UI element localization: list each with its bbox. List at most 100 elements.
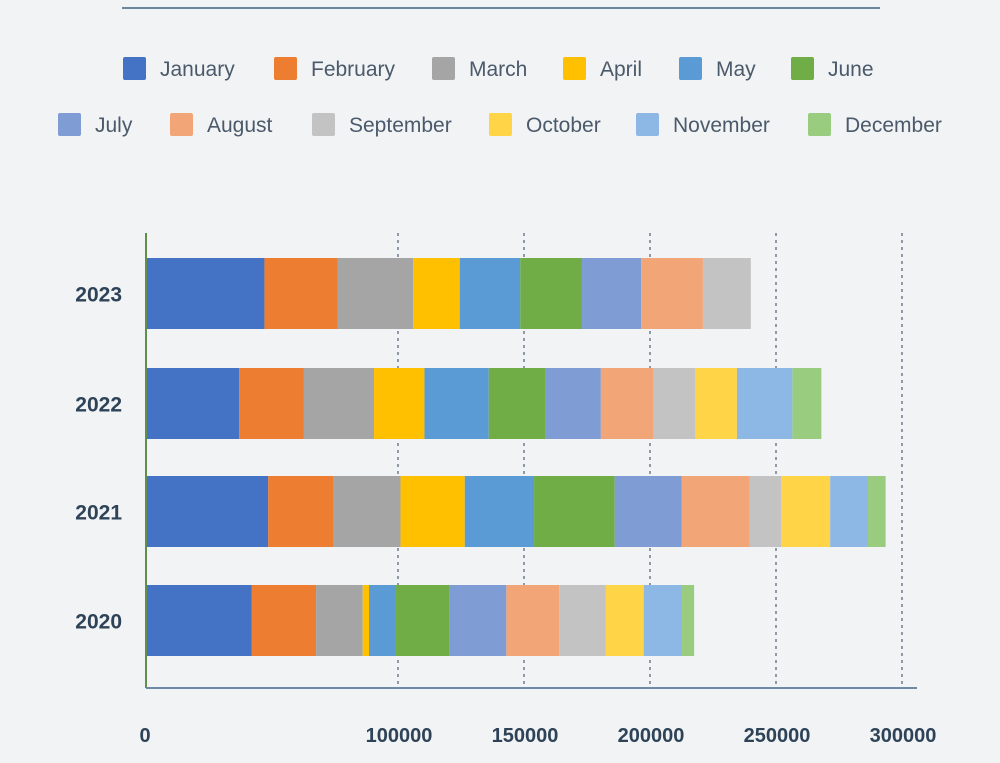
legend-swatch <box>636 113 659 136</box>
bar-segment-2020-february <box>251 585 317 656</box>
bar-segment-2021-june <box>534 476 615 547</box>
y-tick-label: 2021 <box>75 502 122 525</box>
legend-swatch <box>791 57 814 80</box>
bar-segment-2021-december <box>867 476 886 547</box>
bar-segment-2023-february <box>264 258 338 329</box>
bar-group-2020 <box>146 585 695 656</box>
bar-segment-2023-march <box>337 258 414 329</box>
bar-segment-2020-march <box>316 585 363 656</box>
bar-segment-2022-september <box>653 368 696 439</box>
legend-item-august: August <box>170 113 273 137</box>
legend-label: June <box>828 58 874 81</box>
legend-swatch <box>123 57 146 80</box>
bar-segment-2020-october <box>605 585 644 656</box>
x-tick-label: 100000 <box>366 725 433 747</box>
legend-item-may: May <box>679 57 756 81</box>
legend-label: December <box>845 114 942 137</box>
axes <box>145 233 917 689</box>
bar-segment-2022-october <box>695 368 737 439</box>
legend-item-july: July <box>58 113 133 137</box>
bar-segment-2021-january <box>146 476 269 547</box>
legend-item-october: October <box>489 113 601 137</box>
legend-item-december: December <box>808 113 942 137</box>
bar-segment-2023-july <box>581 258 642 329</box>
legend-swatch <box>170 113 193 136</box>
legend-item-march: March <box>432 57 527 81</box>
legend-swatch <box>808 113 831 136</box>
legend-item-november: November <box>636 113 770 137</box>
y-tick-label: 2020 <box>75 611 122 634</box>
legend-label: January <box>160 58 235 81</box>
bar-segment-2022-november <box>736 368 793 439</box>
legend-label: September <box>349 114 452 137</box>
legend-swatch <box>432 57 455 80</box>
bar-group-2021 <box>146 476 886 547</box>
bar-segment-2020-january <box>146 585 252 656</box>
bar-segment-2023-june <box>520 258 582 329</box>
legend-label: February <box>311 58 396 81</box>
legend-label: July <box>95 114 133 137</box>
bar-segment-2022-march <box>303 368 375 439</box>
y-tick-label: 2023 <box>75 284 122 307</box>
bar-segment-2021-may <box>464 476 535 547</box>
bar-segment-2021-april <box>400 476 465 547</box>
bar-segment-2022-august <box>600 368 654 439</box>
bar-group-2022 <box>146 368 822 439</box>
bar-segment-2021-august <box>681 476 750 547</box>
bar-segment-2023-january <box>146 258 265 329</box>
bar-group-2023 <box>146 258 751 329</box>
legend-item-january: January <box>123 57 235 81</box>
legend-swatch <box>489 113 512 136</box>
legend-swatch <box>563 57 586 80</box>
legend-swatch <box>274 57 297 80</box>
bar-segment-2022-june <box>488 368 546 439</box>
bar-segment-2021-february <box>268 476 334 547</box>
x-tick-label: 0 <box>139 725 150 747</box>
legend-swatch <box>58 113 81 136</box>
bar-segment-2020-may <box>369 585 396 656</box>
legend-swatch <box>679 57 702 80</box>
bar-segment-2021-october <box>781 476 831 547</box>
legend-label: August <box>207 114 273 137</box>
legend-label: May <box>716 58 756 81</box>
y-tick-label: 2022 <box>75 394 122 417</box>
bar-segment-2020-december <box>681 585 695 656</box>
legend-label: April <box>600 58 642 81</box>
bar-segment-2020-july <box>449 585 507 656</box>
bars <box>146 258 886 656</box>
bar-segment-2021-september <box>749 476 782 547</box>
bar-segment-2020-june <box>395 585 450 656</box>
bar-segment-2023-september <box>702 258 751 329</box>
bar-segment-2020-august <box>506 585 560 656</box>
x-tick-label: 300000 <box>870 725 937 747</box>
legend: January February March April May June July Augu… <box>58 57 942 137</box>
bar-segment-2022-april <box>374 368 425 439</box>
legend-item-june: June <box>791 57 874 81</box>
x-tick-label: 250000 <box>744 725 811 747</box>
bar-segment-2021-march <box>333 476 401 547</box>
legend-item-april: April <box>563 57 642 81</box>
legend-item-september: September <box>312 113 452 137</box>
bar-segment-2020-november <box>643 585 682 656</box>
bar-segment-2023-april <box>413 258 460 329</box>
bar-segment-2022-february <box>239 368 304 439</box>
bar-segment-2020-september <box>559 585 606 656</box>
bar-segment-2023-may <box>459 258 521 329</box>
bar-segment-2022-december <box>792 368 822 439</box>
x-tick-labels: 0 100000 150000 200000 250000 300000 <box>139 725 936 747</box>
x-tick-label: 200000 <box>618 725 685 747</box>
legend-swatch <box>312 113 335 136</box>
bar-segment-2021-november <box>830 476 868 547</box>
bar-segment-2022-july <box>545 368 601 439</box>
bar-segment-2020-april <box>362 585 370 656</box>
legend-item-february: February <box>274 57 396 81</box>
bar-segment-2023-august <box>641 258 703 329</box>
bar-segment-2022-may <box>424 368 489 439</box>
legend-label: October <box>526 114 601 137</box>
y-tick-labels: 2023 2022 2021 2020 <box>75 284 122 634</box>
bar-segment-2021-july <box>614 476 682 547</box>
legend-label: November <box>673 114 770 137</box>
x-tick-label: 150000 <box>492 725 559 747</box>
bar-segment-2022-january <box>146 368 240 439</box>
